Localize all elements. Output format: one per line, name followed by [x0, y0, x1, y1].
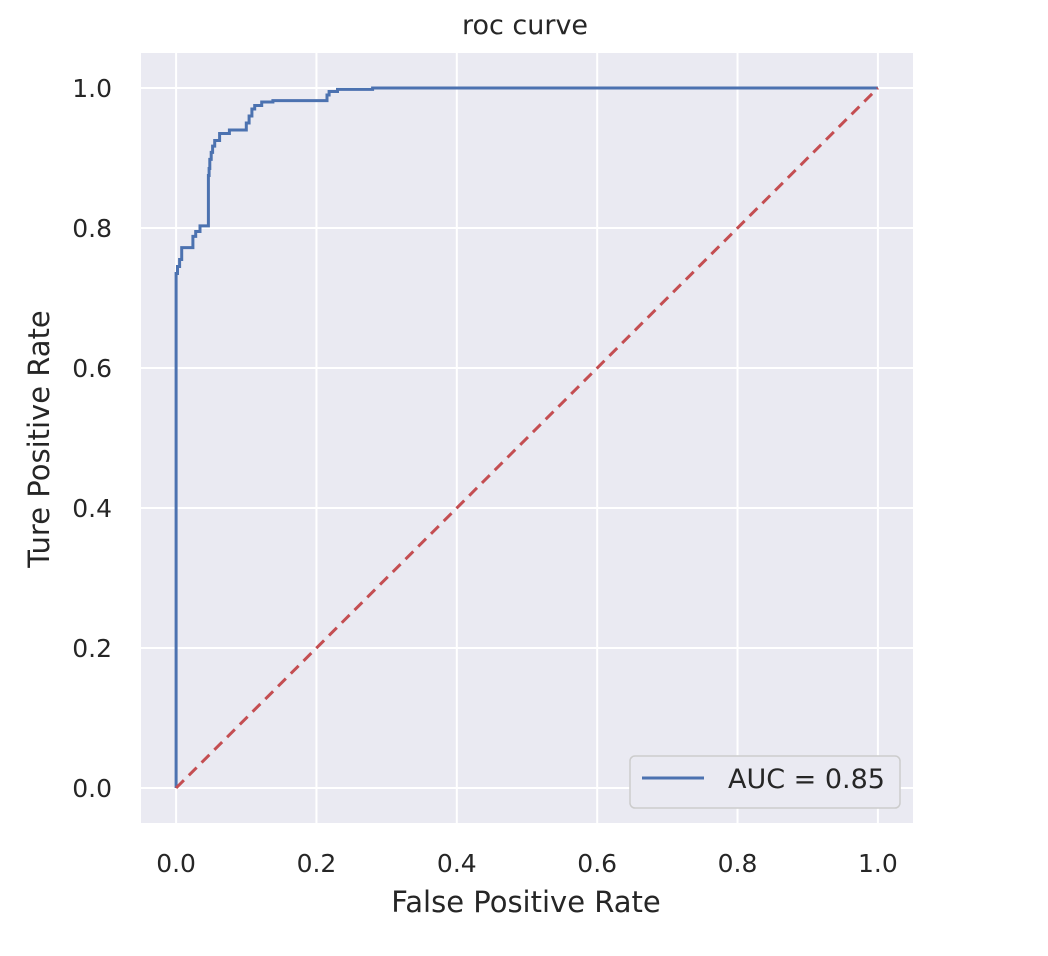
series-group	[174, 86, 879, 790]
tick-labels: 0.0 0.2 0.4 0.6 0.8 1.0 0.0 0.2 0.4 0.6 0.8 1.0	[72, 74, 898, 878]
y-tick-label: 0.0	[72, 774, 112, 803]
x-tick-label: 0.6	[577, 849, 617, 878]
y-tick-label: 0.2	[72, 634, 112, 663]
x-tick-label: 0.2	[297, 849, 337, 878]
y-tick-label: 0.8	[72, 214, 112, 243]
roc-curve-line	[174, 86, 878, 788]
y-tick-label: 1.0	[72, 74, 112, 103]
x-tick-label: 0.8	[718, 849, 758, 878]
x-tick-label: 1.0	[858, 849, 898, 878]
y-tick-label: 0.4	[72, 494, 112, 523]
x-tick-label: 0.0	[156, 849, 196, 878]
legend-box	[629, 755, 901, 809]
legend-entry: AUC = 0.85	[728, 764, 885, 795]
x-tick-label: 0.4	[437, 849, 477, 878]
diagonal-reference-line	[175, 86, 879, 790]
y-tick-label: 0.6	[72, 354, 112, 383]
chart-title: roc curve	[462, 10, 588, 41]
y-axis-label: Ture Positive Rate	[22, 310, 56, 569]
grid-lines	[141, 53, 913, 823]
x-axis-label: False Positive Rate	[391, 885, 661, 919]
legend: AUC = 0.85	[629, 755, 901, 809]
